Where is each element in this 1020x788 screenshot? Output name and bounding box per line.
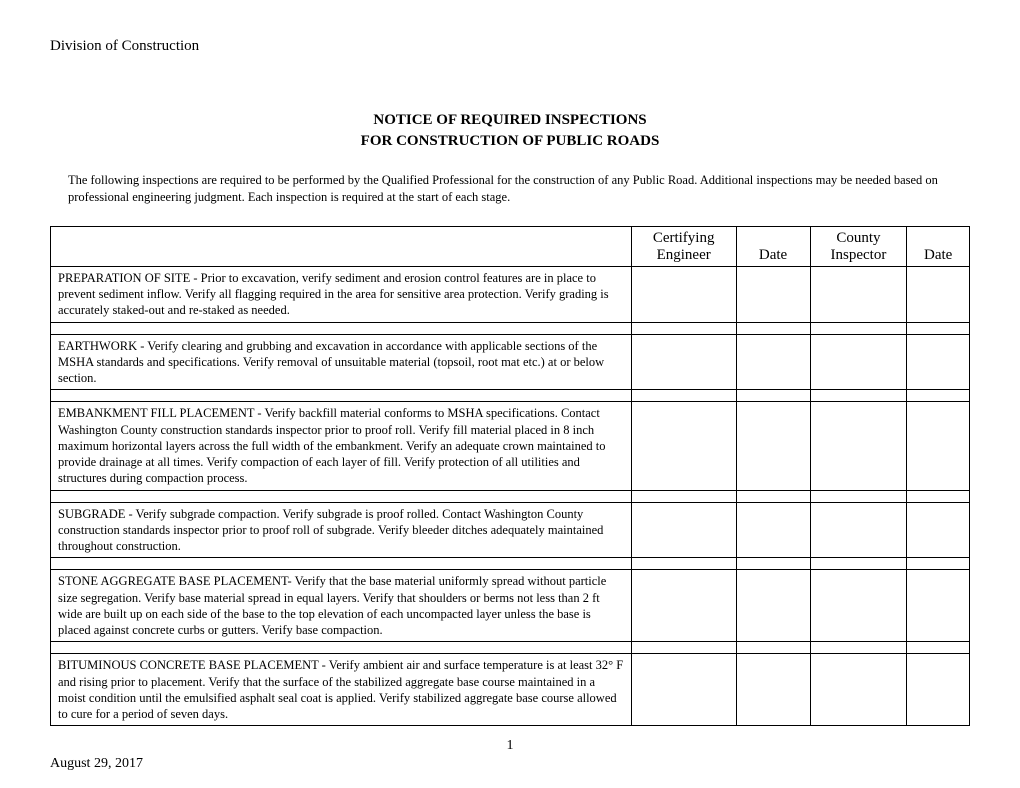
division-header: Division of Construction xyxy=(50,38,970,55)
page-number: 1 xyxy=(0,738,1020,754)
header-county-inspector: County Inspector xyxy=(810,226,907,266)
cell-county-inspector xyxy=(810,502,907,558)
cell-county-inspector xyxy=(810,402,907,490)
cell-date-1 xyxy=(736,266,810,322)
cell-cert-engineer xyxy=(631,402,736,490)
spacer-row xyxy=(51,390,970,402)
cell-cert-engineer xyxy=(631,654,736,726)
cell-date-2 xyxy=(907,334,970,390)
row-description: PREPARATION OF SITE - Prior to excavatio… xyxy=(51,266,632,322)
header-date-1: Date xyxy=(736,226,810,266)
cell-date-2 xyxy=(907,654,970,726)
cell-date-2 xyxy=(907,570,970,642)
cell-cert-engineer xyxy=(631,266,736,322)
row-description: EMBANKMENT FILL PLACEMENT - Verify backf… xyxy=(51,402,632,490)
header-description xyxy=(51,226,632,266)
table-row: PREPARATION OF SITE - Prior to excavatio… xyxy=(51,266,970,322)
table-row: EMBANKMENT FILL PLACEMENT - Verify backf… xyxy=(51,402,970,490)
cell-cert-engineer xyxy=(631,502,736,558)
header-certifying-engineer: Certifying Engineer xyxy=(631,226,736,266)
cell-date-1 xyxy=(736,570,810,642)
title-block: NOTICE OF REQUIRED INSPECTIONS FOR CONST… xyxy=(50,110,970,152)
cell-date-2 xyxy=(907,402,970,490)
spacer-row xyxy=(51,558,970,570)
footer-date: August 29, 2017 xyxy=(50,756,143,772)
cell-date-2 xyxy=(907,266,970,322)
row-description: STONE AGGREGATE BASE PLACEMENT- Verify t… xyxy=(51,570,632,642)
cell-cert-engineer xyxy=(631,334,736,390)
spacer-row xyxy=(51,642,970,654)
spacer-row xyxy=(51,322,970,334)
cell-county-inspector xyxy=(810,266,907,322)
cell-date-2 xyxy=(907,502,970,558)
cell-county-inspector xyxy=(810,570,907,642)
title-line-2: FOR CONSTRUCTION OF PUBLIC ROADS xyxy=(50,131,970,152)
header-date-2: Date xyxy=(907,226,970,266)
intro-paragraph: The following inspections are required t… xyxy=(68,172,952,206)
cell-date-1 xyxy=(736,654,810,726)
table-body: PREPARATION OF SITE - Prior to excavatio… xyxy=(51,266,970,726)
table-row: STONE AGGREGATE BASE PLACEMENT- Verify t… xyxy=(51,570,970,642)
cell-date-1 xyxy=(736,502,810,558)
table-row: EARTHWORK - Verify clearing and grubbing… xyxy=(51,334,970,390)
table-header-row: Certifying Engineer Date County Inspecto… xyxy=(51,226,970,266)
row-description: EARTHWORK - Verify clearing and grubbing… xyxy=(51,334,632,390)
row-description: BITUMINOUS CONCRETE BASE PLACEMENT - Ver… xyxy=(51,654,632,726)
table-row: SUBGRADE - Verify subgrade compaction. V… xyxy=(51,502,970,558)
row-description: SUBGRADE - Verify subgrade compaction. V… xyxy=(51,502,632,558)
cell-county-inspector xyxy=(810,654,907,726)
cell-date-1 xyxy=(736,334,810,390)
cell-county-inspector xyxy=(810,334,907,390)
table-row: BITUMINOUS CONCRETE BASE PLACEMENT - Ver… xyxy=(51,654,970,726)
inspection-table: Certifying Engineer Date County Inspecto… xyxy=(50,226,970,727)
cell-cert-engineer xyxy=(631,570,736,642)
spacer-row xyxy=(51,490,970,502)
title-line-1: NOTICE OF REQUIRED INSPECTIONS xyxy=(50,110,970,131)
cell-date-1 xyxy=(736,402,810,490)
